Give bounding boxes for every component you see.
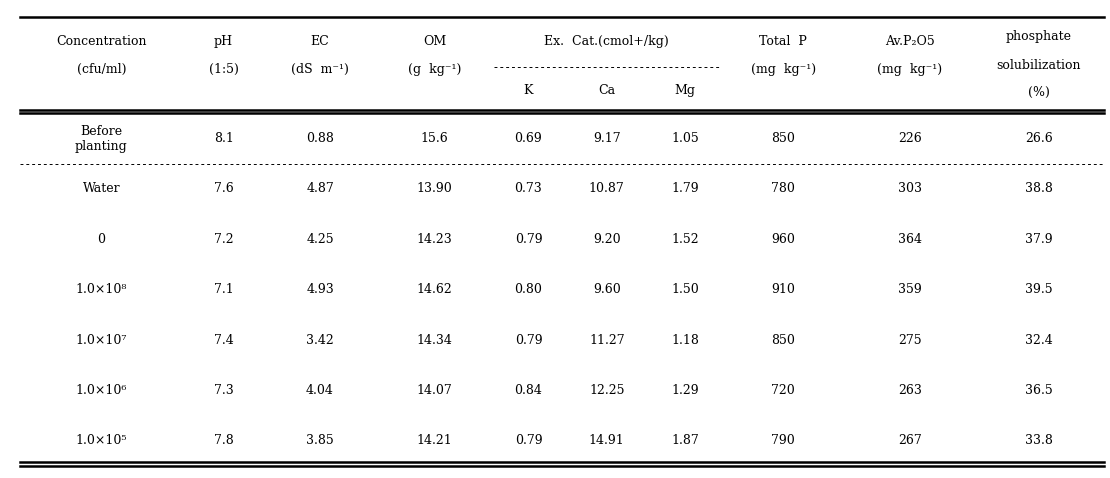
- Text: (%): (%): [1028, 86, 1050, 98]
- Text: 9.20: 9.20: [593, 233, 620, 246]
- Text: 4.87: 4.87: [306, 183, 334, 196]
- Text: Total  P: Total P: [759, 35, 807, 48]
- Text: (cfu/ml): (cfu/ml): [77, 64, 127, 76]
- Text: 4.25: 4.25: [306, 233, 334, 246]
- Text: 9.60: 9.60: [593, 283, 620, 296]
- Text: Water: Water: [82, 183, 120, 196]
- Text: (1:5): (1:5): [209, 64, 239, 76]
- Text: 10.87: 10.87: [589, 183, 625, 196]
- Text: 364: 364: [898, 233, 921, 246]
- Text: 7.8: 7.8: [214, 435, 233, 447]
- Text: 303: 303: [898, 183, 921, 196]
- Text: 14.23: 14.23: [416, 233, 453, 246]
- Text: pH: pH: [214, 35, 233, 48]
- Text: 226: 226: [898, 132, 921, 145]
- Text: 1.05: 1.05: [672, 132, 699, 145]
- Text: 7.1: 7.1: [214, 283, 233, 296]
- Text: 359: 359: [898, 283, 921, 296]
- Text: 7.3: 7.3: [214, 384, 233, 397]
- Text: 263: 263: [898, 384, 921, 397]
- Text: K: K: [524, 84, 533, 97]
- Text: (dS  m⁻¹): (dS m⁻¹): [291, 64, 349, 76]
- Text: 1.0×10⁵: 1.0×10⁵: [75, 435, 127, 447]
- Text: phosphate: phosphate: [1006, 30, 1072, 43]
- Text: Ex.  Cat.(cmol+/kg): Ex. Cat.(cmol+/kg): [544, 35, 669, 48]
- Text: 960: 960: [771, 233, 795, 246]
- Text: 26.6: 26.6: [1025, 132, 1052, 145]
- Text: (mg  kg⁻¹): (mg kg⁻¹): [750, 64, 816, 76]
- Text: 4.93: 4.93: [306, 283, 334, 296]
- Text: 7.6: 7.6: [214, 183, 233, 196]
- Text: 275: 275: [898, 334, 921, 347]
- Text: Mg: Mg: [675, 84, 696, 97]
- Text: 0.88: 0.88: [306, 132, 334, 145]
- Text: 14.21: 14.21: [416, 435, 453, 447]
- Text: 1.79: 1.79: [672, 183, 699, 196]
- Text: 7.2: 7.2: [214, 233, 233, 246]
- Text: 13.90: 13.90: [416, 183, 453, 196]
- Text: (mg  kg⁻¹): (mg kg⁻¹): [877, 64, 942, 76]
- Text: 1.0×10⁶: 1.0×10⁶: [75, 384, 127, 397]
- Text: 0.84: 0.84: [515, 384, 543, 397]
- Text: 14.62: 14.62: [416, 283, 453, 296]
- Text: 0: 0: [98, 233, 105, 246]
- Text: 39.5: 39.5: [1025, 283, 1052, 296]
- Text: 15.6: 15.6: [421, 132, 448, 145]
- Text: 1.87: 1.87: [672, 435, 699, 447]
- Text: 9.17: 9.17: [593, 132, 620, 145]
- Text: 1.29: 1.29: [672, 384, 699, 397]
- Text: 790: 790: [771, 435, 795, 447]
- Text: Av.P₂O5: Av.P₂O5: [885, 35, 935, 48]
- Text: 0.79: 0.79: [515, 233, 543, 246]
- Text: (g  kg⁻¹): (g kg⁻¹): [407, 64, 461, 76]
- Text: 850: 850: [771, 334, 795, 347]
- Text: 14.07: 14.07: [416, 384, 453, 397]
- Text: 33.8: 33.8: [1025, 435, 1052, 447]
- Text: 1.0×10⁸: 1.0×10⁸: [75, 283, 127, 296]
- Text: 1.0×10⁷: 1.0×10⁷: [75, 334, 127, 347]
- Text: 1.18: 1.18: [672, 334, 699, 347]
- Text: 4.04: 4.04: [306, 384, 334, 397]
- Text: 8.1: 8.1: [214, 132, 233, 145]
- Text: 3.85: 3.85: [306, 435, 334, 447]
- Text: 910: 910: [771, 283, 795, 296]
- Text: 1.52: 1.52: [672, 233, 699, 246]
- Text: Ca: Ca: [598, 84, 615, 97]
- Text: 38.8: 38.8: [1025, 183, 1052, 196]
- Text: 7.4: 7.4: [214, 334, 233, 347]
- Text: 12.25: 12.25: [589, 384, 625, 397]
- Text: 14.34: 14.34: [416, 334, 453, 347]
- Text: 0.80: 0.80: [515, 283, 543, 296]
- Text: 3.42: 3.42: [306, 334, 334, 347]
- Text: 1.50: 1.50: [672, 283, 699, 296]
- Text: solubilization: solubilization: [997, 58, 1081, 72]
- Text: 0.79: 0.79: [515, 435, 543, 447]
- Text: 14.91: 14.91: [589, 435, 625, 447]
- Text: 37.9: 37.9: [1025, 233, 1052, 246]
- Text: EC: EC: [311, 35, 330, 48]
- Text: 0.69: 0.69: [515, 132, 543, 145]
- Text: 720: 720: [771, 384, 795, 397]
- Text: 780: 780: [771, 183, 795, 196]
- Text: 36.5: 36.5: [1025, 384, 1052, 397]
- Text: OM: OM: [423, 35, 446, 48]
- Text: 0.73: 0.73: [515, 183, 543, 196]
- Text: 32.4: 32.4: [1025, 334, 1052, 347]
- Text: Before
planting: Before planting: [75, 125, 128, 152]
- Text: 267: 267: [898, 435, 921, 447]
- Text: 850: 850: [771, 132, 795, 145]
- Text: Concentration: Concentration: [57, 35, 147, 48]
- Text: 0.79: 0.79: [515, 334, 543, 347]
- Text: 11.27: 11.27: [589, 334, 625, 347]
